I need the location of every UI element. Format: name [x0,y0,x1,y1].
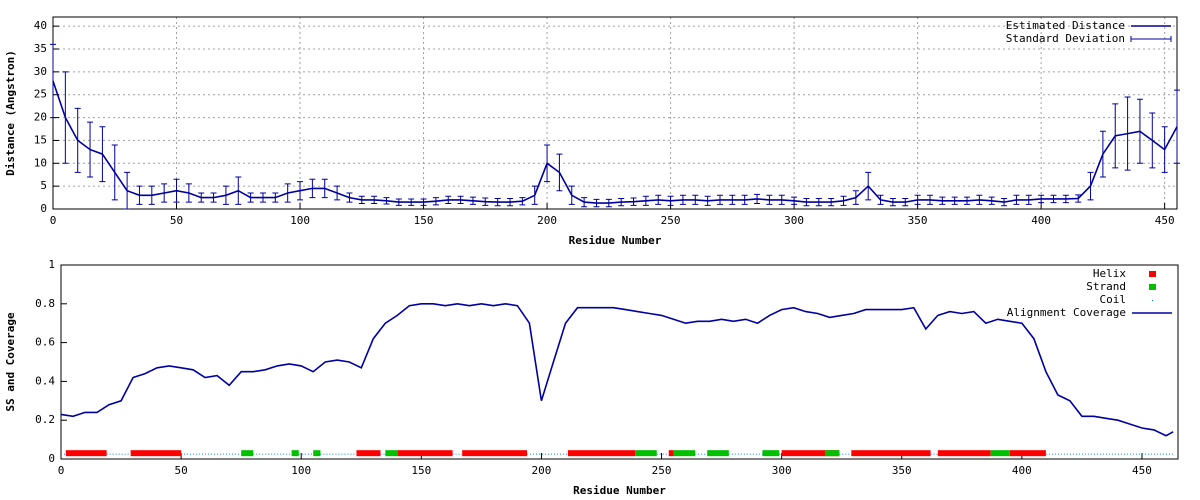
y-axis-label: Distance (Angstron) [4,50,17,176]
x-tick-label: 200 [531,464,551,477]
y-tick-label: 5 [40,179,47,192]
y-tick-label: 15 [34,133,47,146]
strand-segment [673,450,696,457]
y-tick-label: 1 [48,258,55,271]
helix-segment [65,450,107,457]
x-tick-label: 150 [414,214,434,227]
helix-segment [130,450,182,457]
x-tick-label: 100 [291,464,311,477]
x-tick-label: 450 [1155,214,1175,227]
x-tick-label: 300 [772,464,792,477]
x-tick-label: 0 [58,464,65,477]
y-tick-label: 30 [34,65,47,78]
plot-frame [52,16,1178,210]
legend-label: Estimated Distance [1006,19,1125,32]
x-tick-label: 0 [50,214,57,227]
helix-segment [668,450,674,457]
y-tick-label: 35 [34,42,47,55]
strand-segment [291,450,299,457]
data-line [52,80,1178,204]
legend-label: Strand [1086,280,1126,293]
x-tick-label: 150 [411,464,431,477]
strand-segment [241,450,254,457]
helix-segment [462,450,528,457]
legend-swatch [1149,284,1156,290]
strand-segment [707,450,729,457]
legend-label: Alignment Coverage [1007,306,1126,319]
legend-swatch [1149,271,1156,277]
y-tick-label: 0.6 [35,336,55,349]
x-tick-label: 200 [537,214,557,227]
legend-swatch [1152,300,1153,301]
helix-segment [851,450,931,457]
strand-segment [762,450,780,457]
legend-label: Helix [1093,267,1126,280]
x-tick-label: 250 [661,214,681,227]
strand-segment [635,450,657,457]
legend-label: Coil [1100,293,1127,306]
x-tick-label: 350 [908,214,928,227]
x-axis-label: Residue Number [573,484,666,497]
x-tick-label: 400 [1031,214,1051,227]
y-tick-label: 20 [34,111,47,124]
helix-segment [567,450,636,457]
x-axis-label: Residue Number [569,234,662,247]
helix-segment [397,450,453,457]
y-tick-label: 0.8 [35,297,55,310]
x-tick-label: 50 [174,464,187,477]
y-tick-label: 0.4 [35,374,55,387]
x-tick-label: 450 [1132,464,1152,477]
helix-segment [937,450,991,457]
helix-segment [356,450,381,457]
plot-frame [60,264,1179,460]
y-axis-label: SS and Coverage [4,312,17,412]
strand-segment [824,450,840,457]
strand-segment [990,450,1010,457]
y-tick-label: 40 [34,19,47,32]
strand-segment [313,450,321,457]
strand-segment [385,450,398,457]
y-tick-label: 25 [34,88,47,101]
data-line [60,302,1174,437]
x-tick-label: 250 [652,464,672,477]
helix-segment [1009,450,1046,457]
legend-swatch [1130,36,1172,42]
x-tick-label: 50 [170,214,183,227]
error-bar [50,43,56,119]
y-tick-label: 10 [34,156,47,169]
x-tick-label: 100 [290,214,310,227]
x-tick-label: 300 [784,214,804,227]
helix-segment [781,450,840,457]
legend-label: Standard Deviation [1006,32,1125,45]
y-tick-label: 0 [48,452,55,465]
y-tick-label: 0.2 [35,413,55,426]
x-tick-label: 350 [892,464,912,477]
y-tick-label: 0 [40,202,47,215]
x-tick-label: 400 [1012,464,1032,477]
